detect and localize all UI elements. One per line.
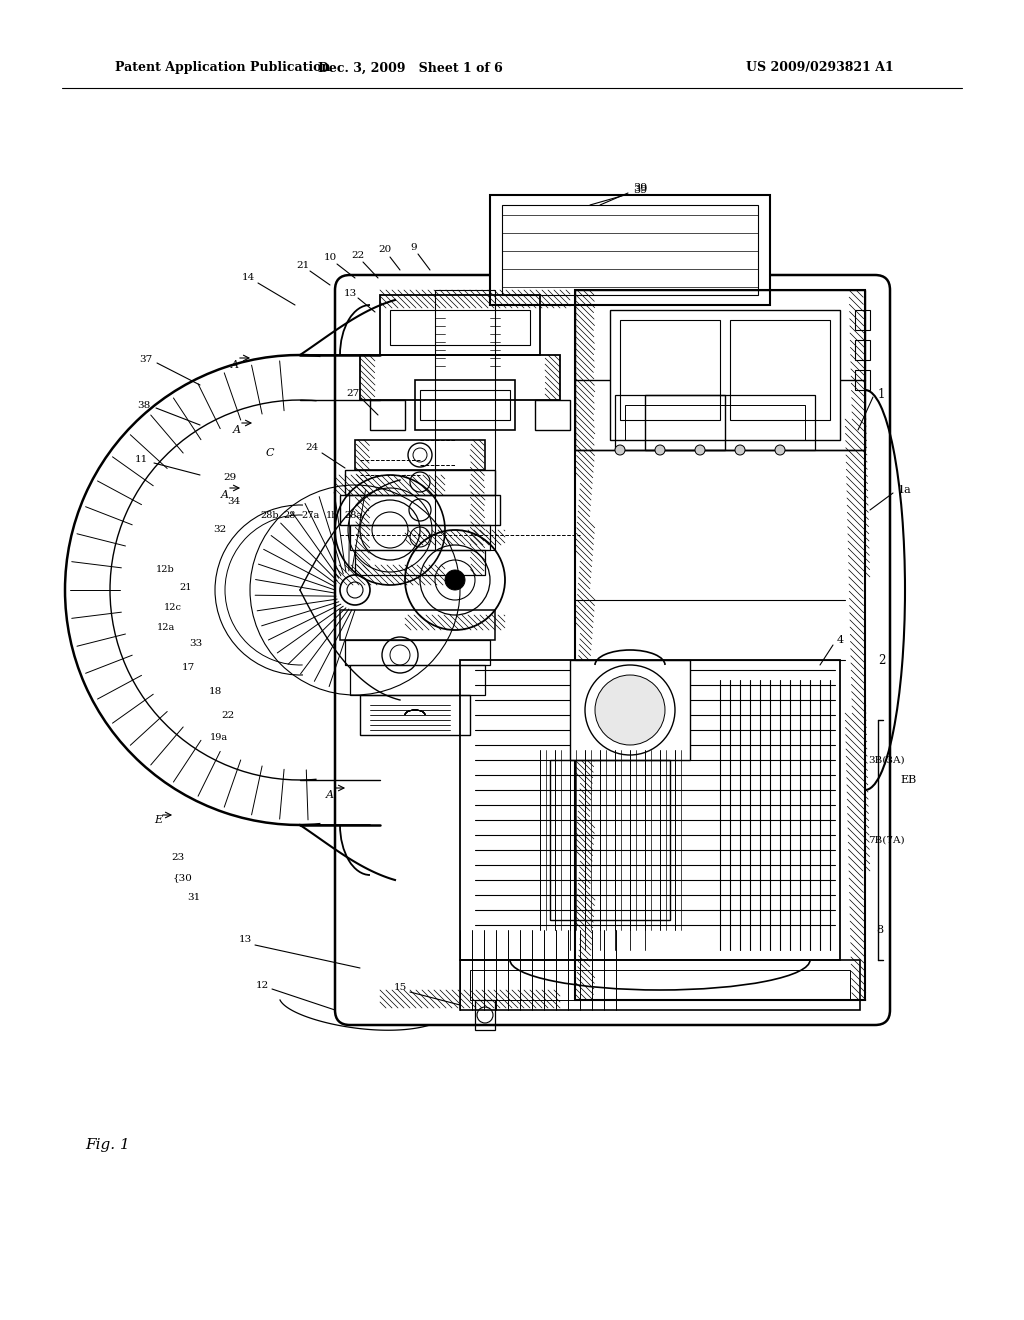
Text: E: E [154, 814, 162, 825]
Text: 14: 14 [242, 273, 255, 282]
Bar [345, 640, 490, 665]
Text: 31: 31 [186, 894, 200, 903]
Text: 18: 18 [209, 688, 222, 697]
Bar [380, 294, 540, 355]
Text: 11: 11 [135, 455, 148, 465]
Bar [350, 525, 490, 550]
Bar [550, 760, 670, 920]
Text: A: A [233, 425, 241, 436]
Text: Patent Application Publication: Patent Application Publication [115, 62, 331, 74]
Circle shape [655, 445, 665, 455]
Bar [340, 495, 500, 525]
Bar [490, 195, 770, 305]
Text: 32: 32 [214, 525, 227, 535]
Bar [855, 370, 870, 389]
Text: 1b: 1b [326, 511, 338, 520]
Bar [730, 319, 830, 420]
Bar [855, 341, 870, 360]
Text: Fig. 1: Fig. 1 [85, 1138, 130, 1152]
Bar [460, 960, 860, 1010]
Bar [855, 310, 870, 330]
Text: 27: 27 [346, 388, 359, 397]
Bar [435, 290, 495, 550]
Bar [460, 660, 840, 960]
Text: 19a: 19a [210, 734, 228, 742]
Text: 7B(7A): 7B(7A) [868, 836, 904, 845]
Text: Dec. 3, 2009   Sheet 1 of 6: Dec. 3, 2009 Sheet 1 of 6 [317, 62, 503, 74]
Text: 23: 23 [172, 854, 185, 862]
Text: 39: 39 [633, 183, 647, 193]
Text: 12: 12 [255, 981, 268, 990]
Text: 15: 15 [393, 982, 407, 991]
Bar [620, 319, 720, 420]
Text: 3B(3A): 3B(3A) [868, 755, 904, 764]
Text: 12b: 12b [157, 565, 175, 574]
Bar [610, 310, 840, 440]
Bar [645, 395, 725, 450]
Text: 1a: 1a [898, 484, 911, 495]
Text: 1: 1 [878, 388, 886, 401]
Bar [570, 660, 690, 760]
Bar [420, 389, 510, 420]
Text: 8: 8 [876, 925, 883, 935]
Text: EB: EB [900, 775, 916, 785]
Text: 2: 2 [878, 653, 886, 667]
Text: 13: 13 [239, 936, 252, 945]
Text: 39: 39 [633, 185, 647, 195]
Text: A: A [231, 360, 239, 370]
Bar [360, 355, 560, 400]
Text: 27a: 27a [301, 511, 319, 520]
Bar [355, 550, 485, 576]
Text: 12a: 12a [157, 623, 175, 632]
Text: 10: 10 [324, 252, 337, 261]
Bar [370, 400, 406, 430]
Text: C: C [266, 447, 274, 458]
Bar [360, 696, 470, 735]
Bar [340, 610, 495, 640]
Bar [350, 665, 485, 696]
Circle shape [445, 570, 465, 590]
Text: 20: 20 [379, 246, 391, 255]
Bar [502, 205, 758, 294]
Text: 4: 4 [837, 635, 844, 645]
Circle shape [775, 445, 785, 455]
Bar [415, 380, 515, 430]
Text: 28: 28 [284, 511, 296, 520]
Bar [615, 395, 815, 450]
Text: 38: 38 [137, 400, 150, 409]
Text: US 2009/0293821 A1: US 2009/0293821 A1 [746, 62, 894, 74]
Circle shape [695, 445, 705, 455]
Text: 13: 13 [343, 289, 356, 297]
Text: 34: 34 [226, 498, 240, 507]
Bar [575, 290, 865, 450]
Circle shape [735, 445, 745, 455]
Text: 28a: 28a [344, 511, 362, 520]
Text: 12c: 12c [164, 602, 182, 611]
Text: 22: 22 [351, 251, 365, 260]
Text: 22: 22 [222, 710, 234, 719]
Text: A: A [326, 789, 334, 800]
Bar [475, 1001, 495, 1030]
Bar [575, 290, 865, 1001]
Text: A: A [221, 490, 229, 500]
Text: 9: 9 [411, 243, 418, 252]
Bar [625, 405, 805, 440]
Text: 24: 24 [305, 444, 318, 453]
Text: 21: 21 [296, 260, 309, 269]
Text: {30: {30 [173, 874, 193, 883]
Text: 17: 17 [181, 664, 195, 672]
Text: 33: 33 [189, 639, 203, 648]
Bar [390, 310, 530, 345]
Text: 29: 29 [224, 474, 237, 483]
Text: 37: 37 [138, 355, 152, 364]
Bar [470, 970, 850, 1001]
Text: 28b: 28b [261, 511, 280, 520]
Circle shape [595, 675, 665, 744]
Bar [355, 440, 485, 470]
Bar [535, 400, 570, 430]
Bar [345, 470, 495, 495]
Circle shape [615, 445, 625, 455]
Text: 21: 21 [179, 583, 193, 593]
